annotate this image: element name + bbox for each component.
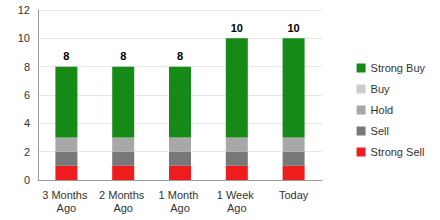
svg-text:Today: Today [279,189,309,201]
svg-text:Strong Sell: Strong Sell [371,146,425,158]
svg-text:2: 2 [24,146,30,158]
svg-text:10: 10 [18,32,30,44]
svg-text:2 Months: 2 Months [99,189,147,201]
svg-text:0: 0 [24,174,30,186]
svg-text:Sell: Sell [371,125,389,137]
svg-text:4: 4 [24,117,30,129]
svg-text:6: 6 [24,89,30,101]
svg-text:8: 8 [177,50,183,62]
svg-text:8: 8 [120,50,126,62]
svg-text:8: 8 [63,50,69,62]
svg-text:Ago: Ago [57,202,77,214]
svg-text:Buy: Buy [371,83,390,95]
svg-text:10: 10 [287,22,299,34]
svg-text:10: 10 [231,22,243,34]
svg-text:1 Month: 1 Month [159,189,202,201]
svg-text:3 Months: 3 Months [42,189,90,201]
svg-text:Ago: Ago [113,202,133,214]
svg-text:8: 8 [24,61,30,73]
svg-text:Ago: Ago [170,202,190,214]
svg-text:Hold: Hold [371,104,394,116]
svg-text:12: 12 [18,4,30,16]
svg-text:1 Week: 1 Week [217,189,257,201]
svg-text:Strong Buy: Strong Buy [371,62,426,74]
svg-text:Ago: Ago [227,202,247,214]
